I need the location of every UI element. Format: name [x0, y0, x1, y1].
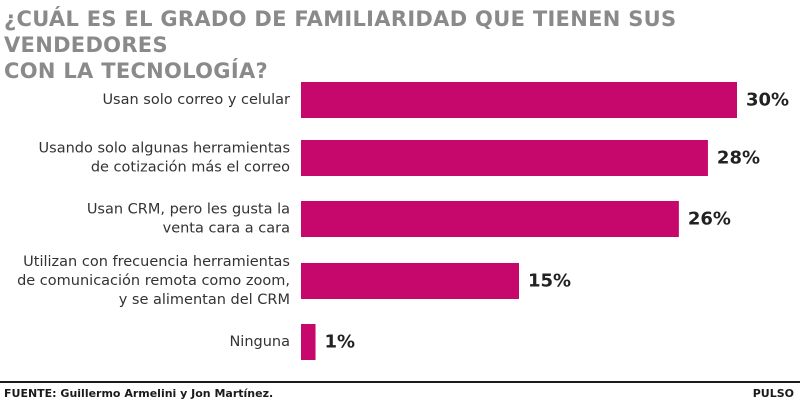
- bar-2: [301, 140, 708, 176]
- value-label-4: 15%: [528, 271, 571, 292]
- chart-title: ¿CUÁL ES EL GRADO DE FAMILIARIDAD QUE TI…: [4, 6, 800, 84]
- value-label-5: 1%: [325, 332, 356, 353]
- bar-5: [301, 324, 316, 360]
- value-label-3: 26%: [688, 209, 731, 230]
- category-label-1: Usan solo correo y celular: [102, 92, 290, 108]
- footer-rule: [0, 381, 800, 383]
- category-label-4-line-2: de comunicación remota como zoom,: [17, 273, 290, 289]
- bar-chart: 30% Usan solo correo y celular 28% Usando s…: [17, 82, 789, 360]
- chart-title-line-1: ¿CUÁL ES EL GRADO DE FAMILIARIDAD QUE TI…: [4, 7, 677, 57]
- category-label-3-line-1: Usan CRM, pero les gusta la: [87, 202, 290, 218]
- category-label-2-line-2: de cotización más el correo: [91, 160, 290, 176]
- source-credit: FUENTE: Guillermo Armelini y Jon Martíne…: [4, 387, 274, 400]
- value-label-1: 30%: [746, 90, 789, 111]
- brand-name: PULSO: [752, 387, 794, 400]
- category-label-4-line-3: y se alimentan del CRM: [119, 292, 290, 308]
- value-label-2: 28%: [717, 148, 760, 169]
- category-label-4: Utilizan con frecuencia herramientas de c…: [17, 254, 290, 308]
- bar-4: [301, 263, 519, 299]
- category-label-2: Usando solo algunas herramientas de cotiz…: [39, 141, 291, 176]
- category-label-2-line-1: Usando solo algunas herramientas: [39, 141, 290, 157]
- category-label-3-line-2: venta cara a cara: [163, 221, 290, 237]
- category-label-3: Usan CRM, pero les gusta la venta cara a …: [87, 202, 290, 237]
- category-label-1-line-1: Usan solo correo y celular: [102, 92, 290, 108]
- bar-1: [301, 82, 737, 118]
- category-label-5-line-1: Ninguna: [229, 334, 290, 350]
- category-label-4-line-1: Utilizan con frecuencia herramientas: [23, 254, 290, 270]
- bar-3: [301, 201, 679, 237]
- category-label-5: Ninguna: [229, 334, 290, 350]
- chart-title-line-2: CON LA TECNOLOGÍA?: [4, 59, 268, 83]
